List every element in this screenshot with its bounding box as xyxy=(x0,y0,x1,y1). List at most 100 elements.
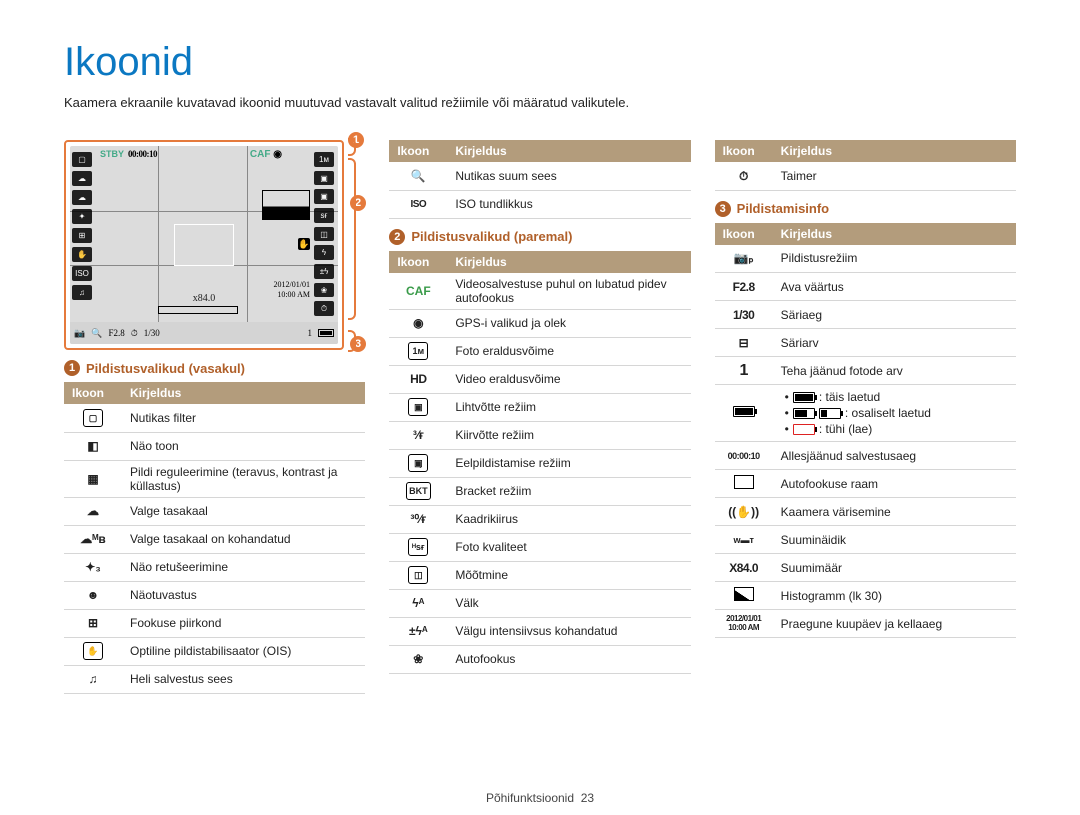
ico-flash: ϟᴬ xyxy=(408,596,428,610)
th-desc: Kirjeldus xyxy=(773,140,1016,162)
ico-caf: CAF xyxy=(406,284,431,298)
desc: Heli salvestus sees xyxy=(122,665,365,693)
ico-burst: ³⁄ғ xyxy=(408,428,428,442)
page-title: Ikoonid xyxy=(64,40,1016,85)
desc: Kaamera värisemine xyxy=(773,498,1016,526)
ico-smart-filter: ▢ xyxy=(83,409,103,427)
circ-2: 2 xyxy=(389,229,405,245)
desc: Kiirvõtte režiim xyxy=(447,421,690,449)
page-subtitle: Kaamera ekraanile kuvatavad ikoonid muut… xyxy=(64,95,1016,110)
camera-screen-mock: ▢☁☁ ✦⊞✋ ISO♫ 1ᴍ▣▣ sғ◫ϟ ±ϟ❀⏱ STBY 00:00:1… xyxy=(64,140,344,350)
section-3-title: Pildistamisinfo xyxy=(737,201,829,216)
desc: Välk xyxy=(447,589,690,617)
desc: Foto eraldusvõime xyxy=(447,337,690,365)
desc: Nutikas filter xyxy=(122,404,365,432)
ico-gps: ◉ xyxy=(408,316,428,330)
desc: Histogramm (lk 30) xyxy=(773,582,1016,610)
th-desc: Kirjeldus xyxy=(447,140,690,162)
desc: Foto kvaliteet xyxy=(447,533,690,561)
desc: Nutikas suum sees xyxy=(447,162,690,190)
th-desc: Kirjeldus xyxy=(773,223,1016,245)
desc: Eelpildistamise režiim xyxy=(447,449,690,477)
th-icon: Ikoon xyxy=(715,223,773,245)
ico-face-tone: ◧ xyxy=(83,439,103,453)
section-2-head: 2 Pildistusvalikud (paremal) xyxy=(389,229,690,245)
ico-remaining: 1 xyxy=(734,364,754,378)
page-footer: Põhifunktsioonid 23 xyxy=(0,791,1080,805)
footer-page: 23 xyxy=(581,791,594,805)
desc: Bracket režiim xyxy=(447,477,690,505)
desc: GPS-i valikud ja olek xyxy=(447,309,690,337)
battery-desc: • : täis laetud • : osaliselt laetud • :… xyxy=(773,385,1016,442)
table-right-top: Ikoon Kirjeldus ⏱Taimer xyxy=(715,140,1016,191)
ico-single: ▣ xyxy=(408,398,428,416)
desc: Allesjäänud salvestusaeg xyxy=(773,442,1016,470)
table-left: Ikoon Kirjeldus ▢ Nutikas filter ◧ Näo too… xyxy=(64,382,365,694)
desc: Säriarv xyxy=(773,329,1016,357)
ico-image-adjust: ▦ xyxy=(83,472,103,486)
ico-smart-zoom: 🔍 xyxy=(408,169,428,183)
ico-retouch: ✦₃ xyxy=(83,560,103,574)
ico-face-detect: ☻ xyxy=(83,588,103,602)
desc: Mõõtmine xyxy=(447,561,690,589)
desc: Praegune kuupäev ja kellaaeg xyxy=(773,610,1016,638)
desc: Teha jäänud fotode arv xyxy=(773,357,1016,385)
th-icon: Ikoon xyxy=(389,140,447,162)
ico-wb: ☁ xyxy=(83,504,103,518)
desc: Näotuvastus xyxy=(122,581,365,609)
ico-ois: ✋ xyxy=(83,642,103,660)
ico-shake: ((✋)) xyxy=(728,505,759,519)
desc: Valge tasakaal on kohandatud xyxy=(122,525,365,553)
ico-af-frame xyxy=(734,475,754,489)
ico-rectime: 00:00:10 xyxy=(728,449,760,463)
table-mid-top: Ikoon Kirjeldus 🔍 Nutikas suum sees ISO IS… xyxy=(389,140,690,219)
desc: Autofookus xyxy=(447,645,690,673)
ico-photo-res: 1ᴍ xyxy=(408,342,428,360)
desc: Suuminäidik xyxy=(773,526,1016,554)
section-1-head: 1 Pildistusvalikud (vasakul) xyxy=(64,360,365,376)
ico-bracket: BKT xyxy=(406,482,431,500)
ico-fps: ³⁰⁄ғ xyxy=(408,512,428,526)
ico-datetime: 2012/01/01 10:00 AM xyxy=(726,614,761,632)
desc: Autofookuse raam xyxy=(773,470,1016,498)
th-icon: Ikoon xyxy=(64,382,122,404)
ico-ev: ⊟ xyxy=(734,336,754,350)
circ-1: 1 xyxy=(64,360,80,376)
ico-metering: ◫ xyxy=(408,566,428,584)
desc: Suumimäär xyxy=(773,554,1016,582)
th-icon: Ikoon xyxy=(389,251,447,273)
footer-label: Põhifunktsioonid xyxy=(486,791,574,805)
ico-audio-rec: ♫ xyxy=(83,672,103,686)
desc: Säriaeg xyxy=(773,301,1016,329)
desc: Välgu intensiivsus kohandatud xyxy=(447,617,690,645)
desc: Valge tasakaal xyxy=(122,497,365,525)
battery-icon xyxy=(733,406,755,417)
th-desc: Kirjeldus xyxy=(447,251,690,273)
desc: Näo retušeerimine xyxy=(122,553,365,581)
th-desc: Kirjeldus xyxy=(122,382,365,404)
table-right: Ikoon Kirjeldus 📷ₚPildistusrežiim F2.8Av… xyxy=(715,223,1016,639)
desc: Videosalvestuse puhul on lubatud pidev a… xyxy=(447,273,690,310)
ico-af: ❀ xyxy=(408,652,428,666)
section-1-title: Pildistusvalikud (vasakul) xyxy=(86,361,245,376)
section-3-head: 3 Pildistamisinfo xyxy=(715,201,1016,217)
ico-focus-area: ⊞ xyxy=(83,616,103,630)
desc: Näo toon xyxy=(122,432,365,460)
content-columns: ▢☁☁ ✦⊞✋ ISO♫ 1ᴍ▣▣ sғ◫ϟ ±ϟ❀⏱ STBY 00:00:1… xyxy=(64,140,1016,694)
section-2-title: Pildistusvalikud (paremal) xyxy=(411,229,572,244)
column-2: Ikoon Kirjeldus 🔍 Nutikas suum sees ISO IS… xyxy=(389,140,690,694)
ico-iso: ISO xyxy=(408,198,428,212)
ico-zoom-ratio: X84.0 xyxy=(729,561,758,575)
desc: ISO tundlikkus xyxy=(447,190,690,218)
ico-precap: ▣̣ xyxy=(408,454,428,472)
ico-aperture: F2.8 xyxy=(733,280,755,294)
ico-wb-custom: ☁ᴹʙ xyxy=(80,532,106,546)
ico-histogram xyxy=(734,587,754,601)
desc: Taimer xyxy=(773,162,1016,190)
column-3: Ikoon Kirjeldus ⏱ Taimer 3 Pildistamisinf… xyxy=(715,140,1016,694)
ico-video-res: HD xyxy=(408,372,428,386)
ico-timer: ⏱ xyxy=(734,169,754,183)
desc: Kaadrikiirus xyxy=(447,505,690,533)
desc: Fookuse piirkond xyxy=(122,609,365,637)
desc: Video eraldusvõime xyxy=(447,365,690,393)
